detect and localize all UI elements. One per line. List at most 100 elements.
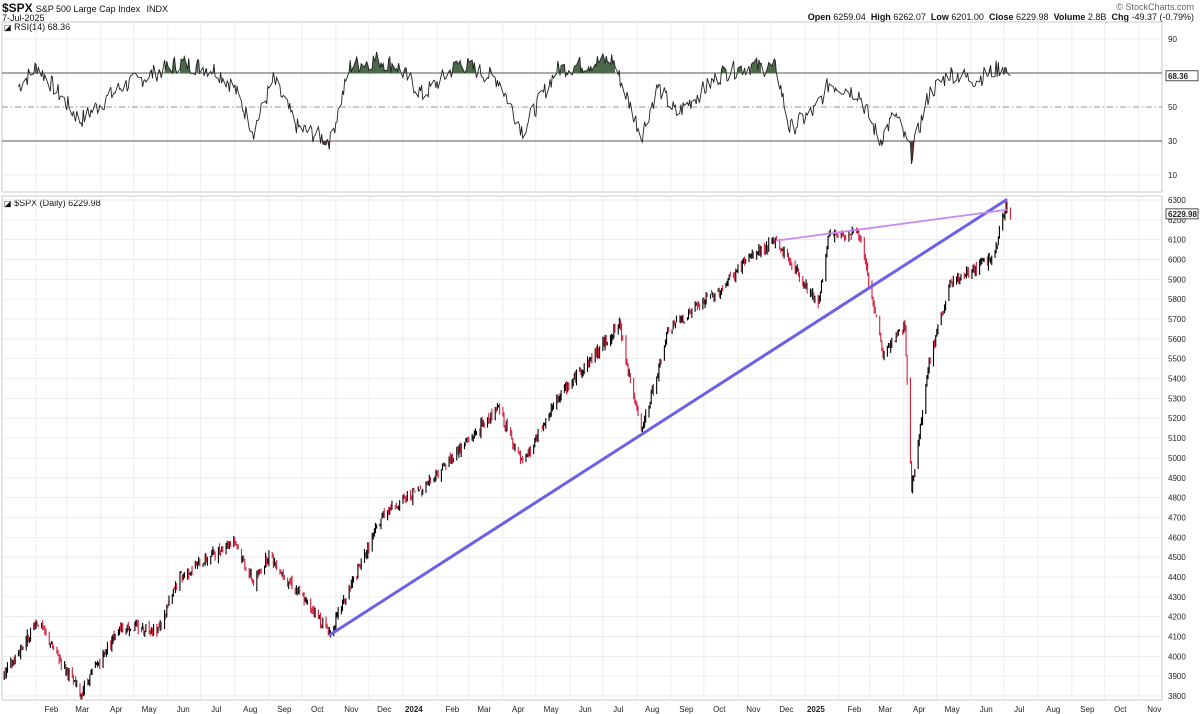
price-current-tag-box [1165,208,1199,220]
x-tick-label: Aug [243,705,257,714]
high-value: 6262.07 [893,12,926,22]
price-tick-label: 6100 [1168,236,1186,245]
price-tick-label: 4300 [1168,593,1186,602]
x-tick-label: Oct [1114,705,1127,714]
low-label: Low [930,12,949,22]
rsi-overbought-fill [573,53,615,73]
rsi-current-tag: 68.36 [1168,72,1189,81]
price-tick-label: 4700 [1168,513,1186,522]
x-tick-label: Aug [645,705,659,714]
x-tick-label: Jun [980,705,993,714]
chg-label: Chg [1111,12,1129,22]
x-tick-label: Feb [445,705,459,714]
x-tick-label: 2024 [405,705,423,714]
x-tick-label: Apr [913,705,926,714]
price-tick-label: 4200 [1168,613,1186,622]
rsi-overbought-fill [349,51,400,73]
x-tick-label: Jun [177,705,190,714]
x-tick-label: May [142,705,157,714]
price-tick-label: 5500 [1168,355,1186,364]
price-tick-label: 4600 [1168,533,1186,542]
chg-value: -49.37 (-0.79%) [1131,12,1194,22]
rsi-tick-label: 50 [1168,103,1177,112]
price-tick-label: 6200 [1168,216,1186,225]
symbol-title: $SPX S&P 500 Large Cap Index INDX [2,1,168,15]
price-label: $SPX (Daily) 6229.98 [14,198,101,208]
x-tick-label: Apr [110,705,123,714]
price-tick-label: 4100 [1168,633,1186,642]
x-tick-label: Oct [311,705,324,714]
x-tick-label: Nov [1147,705,1161,714]
price-frame [1,195,1163,701]
price-current-tag: 6229.98 [1168,210,1197,219]
x-tick-label: Mar [477,705,491,714]
support-trendline [328,198,1008,637]
resistance-trendline [775,208,1007,242]
trendlines [328,198,1008,637]
rsi-label: RSI(14) 68.36 [14,22,71,32]
open-value: 6259.04 [833,12,866,22]
exchange-label: INDX [146,4,168,14]
rsi-icon: ◪ [4,23,12,32]
rsi-overbought-fill [404,67,407,73]
rsi-tick-label: 10 [1168,171,1177,180]
price-tick-label: 5200 [1168,414,1186,423]
x-tick-label: Nov [344,705,358,714]
price-tick-label: 5300 [1168,394,1186,403]
price-tick-label: 5400 [1168,375,1186,384]
symbol: $SPX [2,1,33,15]
x-tick-label: May [945,705,960,714]
close-label: Close [988,12,1014,22]
low-value: 6201.00 [951,12,984,22]
x-tick-label: Jul [211,705,221,714]
volume-value: 2.8B [1087,12,1107,22]
index-name: S&P 500 Large Cap Index [35,4,141,14]
x-tick-label: Apr [512,705,525,714]
rsi-panel [2,51,1162,164]
x-tick-label: Jun [579,705,592,714]
x-tick-label: Jul [1014,705,1024,714]
volume-label: Volume [1053,12,1086,22]
rsi-panel-label: ◪ RSI(14) 68.36 [4,22,70,32]
x-tick-label: Jul [613,705,623,714]
close-value: 6229.98 [1016,12,1049,22]
price-tick-label: 5000 [1168,454,1186,463]
x-tick-label: Sep [1080,705,1095,714]
price-tick-label: 5600 [1168,335,1186,344]
grid-lines [1,21,1163,701]
price-tick-label: 4000 [1168,652,1186,661]
price-tick-label: 6000 [1168,255,1186,264]
brand-label: © StockCharts.com [1116,2,1194,12]
rsi-overbought-fill [34,63,37,73]
x-tick-label: Sep [277,705,292,714]
price-tick-label: 5800 [1168,295,1186,304]
rsi-tick-label: 30 [1168,137,1177,146]
open-label: Open [807,12,831,22]
chart-date: 7-Jul-2025 [2,13,45,23]
x-tick-label: Nov [746,705,760,714]
rsi-line [18,51,1011,164]
x-tick-label: Oct [713,705,726,714]
rsi-overbought-fill [561,64,565,73]
price-tick-label: 4800 [1168,494,1186,503]
price-tick-label: 4900 [1168,474,1186,483]
x-tick-label: Sep [679,705,694,714]
x-tick-label: Aug [1046,705,1060,714]
rsi-current-tag-box [1165,70,1199,82]
x-tick-label: Dec [779,705,793,714]
price-tick-label: 6300 [1168,196,1186,205]
x-tick-label: Dec [377,705,391,714]
price-tick-label: 3800 [1168,692,1186,701]
price-icon: ◪ [4,199,12,208]
high-label: High [870,12,891,22]
x-tick-label: Feb [45,705,59,714]
price-tick-label: 4500 [1168,553,1186,562]
quote-bar: Open 6259.04 High 6262.07 Low 6201.00 Cl… [808,12,1194,22]
x-tick-label: 2025 [807,705,825,714]
price-tick-label: 5100 [1168,434,1186,443]
x-tick-label: Mar [75,705,89,714]
price-tick-label: 3900 [1168,672,1186,681]
x-tick-label: Mar [878,705,892,714]
rsi-overbought-fill [751,58,762,73]
